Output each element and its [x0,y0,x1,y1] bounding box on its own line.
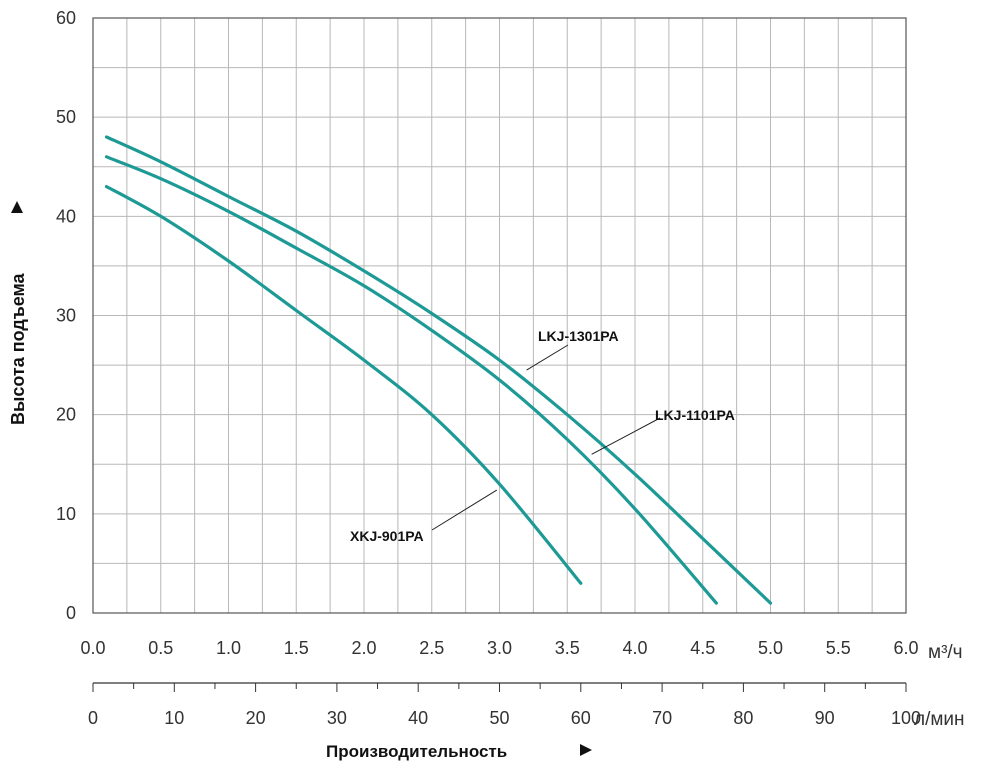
x-tick-label: 2.5 [419,638,444,658]
y-tick-label: 40 [56,206,76,226]
series-label: LKJ-1101PA [655,407,735,423]
series: LKJ-1301PA LKJ-1101PA XKJ-901PA [104,135,773,605]
y-tick-label: 10 [56,504,76,524]
x-tick-label: 5.0 [758,638,783,658]
y-axis-arrow-icon [11,201,23,213]
x-axis-arrow-icon [580,744,592,756]
x-tick-label: 6.0 [893,638,918,658]
x-tick-label: 4.5 [690,638,715,658]
svg-text:Высота подъема: Высота подъема [8,272,28,425]
svg-text:Производительность: Производительность [326,742,507,761]
series-line [104,155,718,605]
x-tick-label: 0.5 [148,638,173,658]
x2-tick-label: 10 [164,708,184,728]
x2-tick-label: 90 [815,708,835,728]
x-tick-label: 0.0 [80,638,105,658]
series-label-leader [591,417,661,455]
y-tick-label: 60 [56,8,76,28]
y-tick-label: 20 [56,405,76,425]
x2-tick-label: 30 [327,708,347,728]
x2-tick-label: 50 [489,708,509,728]
x2-tick-label: 100 [891,708,921,728]
grid [92,17,907,614]
series-label: XKJ-901PA [350,528,424,544]
series-line [104,185,583,585]
x2-tick-label: 80 [733,708,753,728]
y-tick-label: 50 [56,107,76,127]
x2-tick-label: 0 [88,708,98,728]
series-label-leader [526,344,569,371]
x-tick-label: 3.0 [487,638,512,658]
x-tick-label: 3.5 [555,638,580,658]
x-tick-label: 2.0 [351,638,376,658]
x2-unit-label: л/мин [914,709,965,730]
x2-tick-label: 60 [571,708,591,728]
x-unit-label: м³/ч [928,642,963,663]
series-label-leader [431,489,498,531]
x-tick-label: 1.0 [216,638,241,658]
series-line [104,135,773,605]
x2-tick-label: 20 [246,708,266,728]
y-tick-label: 30 [56,306,76,326]
x-tick-label: 1.5 [284,638,309,658]
y-tick-label: 0 [66,603,76,623]
x2-tick-label: 70 [652,708,672,728]
y-axis-title: Высота подъема [8,201,28,425]
x-tick-label: 5.5 [826,638,851,658]
plot-frame [92,17,907,614]
x-tick-label: 4.0 [622,638,647,658]
tick-labels: 0.0 0.5 1.0 1.5 2.0 2.5 3.0 3.5 4.0 4.5 5.0 5.5 6.0 0… [56,8,921,728]
x2-tick-label: 40 [408,708,428,728]
x-axis-title: Производительность [326,742,592,761]
series-label: LKJ-1301PA [538,328,619,344]
